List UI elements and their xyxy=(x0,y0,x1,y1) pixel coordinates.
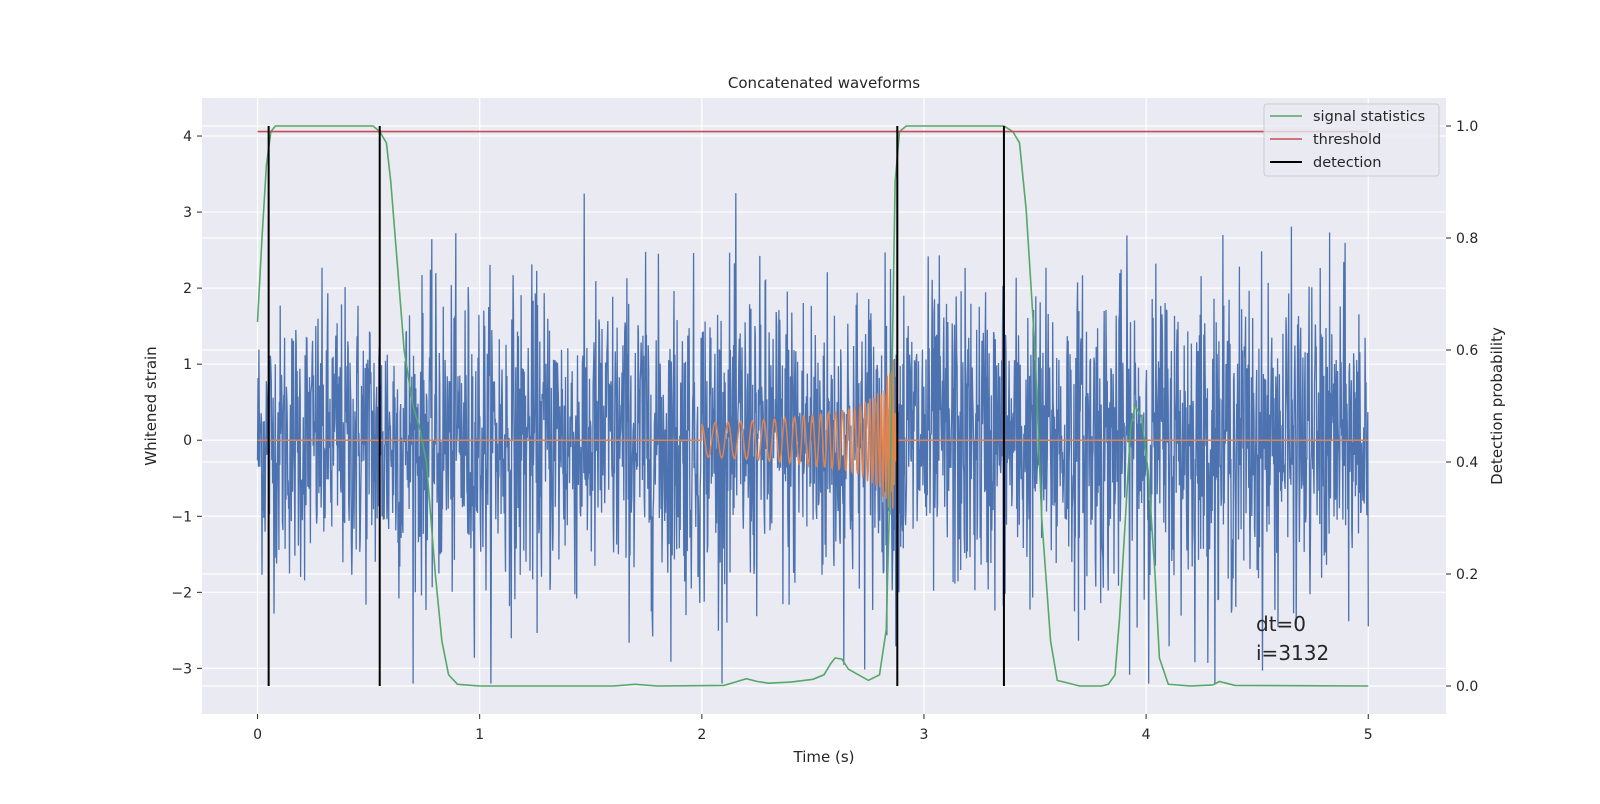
left-tick-label-1: −2 xyxy=(171,585,192,601)
right-tick-label-3: 0.6 xyxy=(1456,343,1478,359)
left-tick-label-5: 2 xyxy=(183,281,192,297)
right-tick-label-5: 1.0 xyxy=(1456,119,1478,135)
left-axis-ticks: −3 −2 −1 0 1 2 3 4 xyxy=(171,129,202,677)
left-tick-label-6: 3 xyxy=(183,205,192,221)
traces xyxy=(256,125,1369,687)
left-tick-label-4: 1 xyxy=(183,357,192,373)
left-tick-label-7: 4 xyxy=(183,129,192,145)
x-tick-label-5: 5 xyxy=(1364,727,1373,743)
right-axis-ticks: 0.0 0.2 0.4 0.6 0.8 1.0 xyxy=(1446,119,1478,695)
chart-title: Concatenated waveforms xyxy=(728,74,920,92)
legend: signal statistics threshold detection xyxy=(1263,103,1440,177)
legend-label-detection: detection xyxy=(1313,155,1381,171)
left-tick-label-2: −1 xyxy=(171,509,192,525)
annotation-dt: dt=0 xyxy=(1256,612,1306,636)
x-tick-label-4: 4 xyxy=(1142,727,1151,743)
x-tick-label-1: 1 xyxy=(475,727,484,743)
annotation-i: i=3132 xyxy=(1256,641,1329,665)
left-tick-label-3: 0 xyxy=(183,433,192,449)
x-axis-ticks: 0 1 2 3 4 5 xyxy=(253,714,1373,743)
signal-statistics-line xyxy=(256,125,1369,687)
legend-label-threshold: threshold xyxy=(1313,132,1381,148)
left-tick-label-0: −3 xyxy=(171,661,192,677)
legend-box xyxy=(1263,103,1440,177)
x-tick-label-0: 0 xyxy=(253,727,262,743)
right-axis-label: Detection probability xyxy=(1488,327,1506,485)
chirp-waveform-line xyxy=(257,359,1369,509)
legend-label-signal-statistics: signal statistics xyxy=(1313,109,1425,125)
x-tick-label-2: 2 xyxy=(697,727,706,743)
right-tick-label-4: 0.8 xyxy=(1456,231,1478,247)
right-tick-label-1: 0.2 xyxy=(1456,567,1478,583)
x-tick-label-3: 3 xyxy=(920,727,929,743)
x-axis-label: Time (s) xyxy=(793,748,855,766)
right-tick-label-2: 0.4 xyxy=(1456,455,1478,471)
left-axis-label: Whitened strain xyxy=(142,346,160,465)
strain-noise-line xyxy=(256,193,1369,684)
right-tick-label-0: 0.0 xyxy=(1456,679,1478,695)
